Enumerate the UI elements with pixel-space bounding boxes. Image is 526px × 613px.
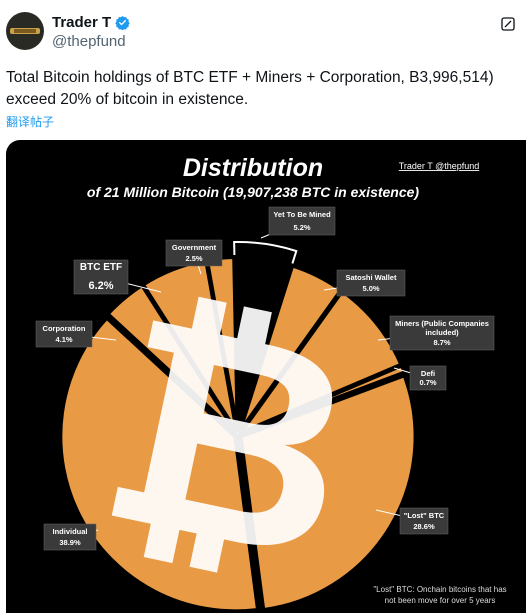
translate-post-link[interactable]: 翻译帖子 xyxy=(6,115,55,129)
pie-chart: Distribution of 21 Million Bitcoin (19,9… xyxy=(35,154,507,613)
slice-value-0: 5.2% xyxy=(293,223,310,232)
slice-value-5: 38.9% xyxy=(59,538,81,547)
slice-label-2-line2: included) xyxy=(425,328,459,337)
label-box-8 xyxy=(165,239,223,267)
slice-value-1: 5.0% xyxy=(362,284,379,293)
slice-label-0: Yet To Be Mined xyxy=(273,210,331,219)
chart-credit: Trader T @thepfund xyxy=(399,161,480,171)
tweet-text: Total Bitcoin holdings of BTC ETF + Mine… xyxy=(6,69,494,108)
verified-badge-icon xyxy=(115,15,130,30)
avatar[interactable] xyxy=(6,12,44,50)
grok-icon[interactable] xyxy=(500,16,516,32)
pie-slice-5 xyxy=(58,314,261,613)
chart-image[interactable]: Distribution of 21 Million Bitcoin (19,9… xyxy=(6,140,526,613)
pie-slice-4 xyxy=(238,372,418,613)
display-name[interactable]: Trader T xyxy=(52,14,112,31)
label-box-0 xyxy=(268,206,336,236)
label-box-1 xyxy=(336,269,406,297)
label-box-4 xyxy=(399,507,449,535)
slice-label-2: Miners (Public Companies xyxy=(395,319,489,328)
slice-value-8: 2.5% xyxy=(185,254,202,263)
label-box-6 xyxy=(35,320,93,348)
slice-value-7: 6.2% xyxy=(88,280,113,292)
pie-slice-3 xyxy=(240,362,408,436)
slice-label-3: Defi xyxy=(421,369,435,378)
slice-value-2: 8.7% xyxy=(433,338,450,347)
tweet-header: Trader T @thepfund xyxy=(0,0,526,60)
slice-value-4: 28.6% xyxy=(413,522,435,531)
chart-subtitle: of 21 Million Bitcoin (19,907,238 BTC in… xyxy=(87,184,420,200)
slice-label-8: Government xyxy=(172,243,217,252)
label-box-3 xyxy=(409,365,447,391)
slice-value-6: 4.1% xyxy=(55,335,72,344)
label-box-7 xyxy=(73,259,129,295)
slice-label-4: "Lost" BTC xyxy=(404,511,445,520)
chart-title: Distribution xyxy=(183,154,323,182)
handle[interactable]: @thepfund xyxy=(52,33,126,50)
footnote-line: "Lost" BTC: Onchain bitcoins that has xyxy=(373,585,506,594)
footnote-line-2: not been move for over 5 years xyxy=(385,596,496,605)
slice-label-7: BTC ETF xyxy=(80,262,122,273)
slice-value-3: 0.7% xyxy=(419,378,436,387)
pie-slice-0 xyxy=(233,241,298,436)
slice-label-6: Corporation xyxy=(43,324,86,333)
author-row: Trader T xyxy=(52,14,130,31)
slice-label-1: Satoshi Wallet xyxy=(346,273,397,282)
label-box-2 xyxy=(389,315,495,351)
label-box-5 xyxy=(43,523,97,551)
slice-label-5: Individual xyxy=(52,527,87,536)
